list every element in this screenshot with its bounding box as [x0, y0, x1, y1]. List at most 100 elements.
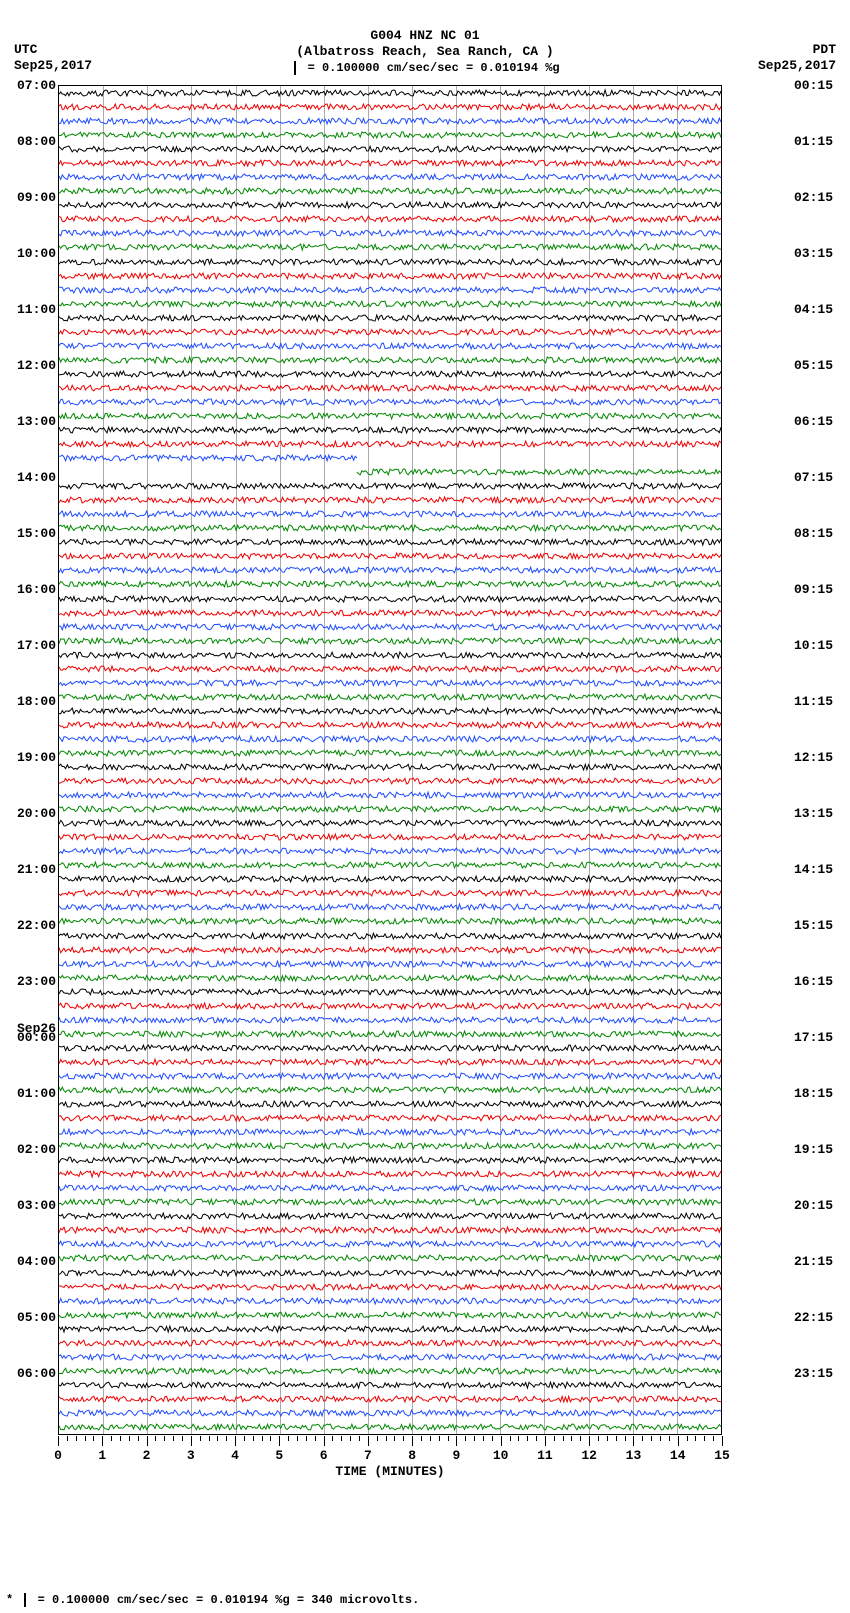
seismic-trace: [59, 549, 721, 563]
left-time-label: 07:00: [0, 78, 58, 93]
x-minor-tick: [244, 1436, 245, 1441]
right-time-label: 06:15: [792, 414, 850, 429]
seismic-trace: [59, 1055, 721, 1069]
x-major-tick: [722, 1436, 723, 1446]
right-time-label: 08:15: [792, 526, 850, 541]
seismic-trace: [59, 1139, 721, 1153]
footer-line: * = 0.100000 cm/sec/sec = 0.010194 %g = …: [0, 1593, 850, 1607]
seismic-trace: [59, 535, 721, 549]
right-time-label: 20:15: [792, 1198, 850, 1213]
x-minor-tick: [341, 1436, 342, 1441]
seismic-trace: [59, 929, 721, 943]
x-minor-tick: [421, 1436, 422, 1441]
right-time-label: 21:15: [792, 1254, 850, 1269]
seismic-trace: [59, 353, 721, 367]
seismic-trace: [59, 1125, 721, 1139]
x-minor-tick: [138, 1436, 139, 1441]
seismic-trace: [59, 1195, 721, 1209]
seismic-trace: [59, 423, 721, 437]
seismic-trace: [59, 732, 721, 746]
seismic-trace: [59, 311, 721, 325]
x-minor-tick: [306, 1436, 307, 1441]
x-axis-ticks: 0123456789101112131415: [58, 1436, 722, 1448]
x-minor-tick: [217, 1436, 218, 1441]
seismic-trace: [59, 802, 721, 816]
x-minor-tick: [695, 1436, 696, 1441]
x-minor-tick: [93, 1436, 94, 1441]
x-minor-tick: [315, 1436, 316, 1441]
x-tick-label: 12: [581, 1448, 597, 1463]
x-minor-tick: [687, 1436, 688, 1441]
x-major-tick: [678, 1436, 679, 1446]
x-major-tick: [147, 1436, 148, 1446]
x-minor-tick: [474, 1436, 475, 1441]
seismic-trace: [59, 1350, 721, 1364]
seismic-trace: [59, 830, 721, 844]
right-time-label: 07:15: [792, 470, 850, 485]
seismic-trace: [59, 521, 721, 535]
x-minor-tick: [111, 1436, 112, 1441]
x-major-tick: [58, 1436, 59, 1446]
x-major-tick: [324, 1436, 325, 1446]
left-tz: UTC: [14, 42, 92, 58]
x-minor-tick: [288, 1436, 289, 1441]
x-major-tick: [279, 1436, 280, 1446]
seismic-trace: [59, 1322, 721, 1336]
seismic-trace: [59, 283, 721, 297]
seismic-trace: [59, 971, 721, 985]
seismic-trace: [59, 255, 721, 269]
x-minor-tick: [448, 1436, 449, 1441]
x-major-tick: [589, 1436, 590, 1446]
seismic-trace: [59, 718, 721, 732]
x-minor-tick: [297, 1436, 298, 1441]
seismic-trace: [59, 212, 721, 226]
seismic-trace: [59, 367, 721, 381]
seismic-trace: [59, 1364, 721, 1378]
left-time-label: 22:00: [0, 918, 58, 933]
seismic-trace: [59, 465, 721, 479]
seismic-trace: [59, 1181, 721, 1195]
x-minor-tick: [76, 1436, 77, 1441]
x-minor-tick: [350, 1436, 351, 1441]
seismic-trace: [59, 844, 721, 858]
scale-bar-icon: [294, 61, 296, 75]
x-tick-label: 14: [670, 1448, 686, 1463]
left-time-label: 20:00: [0, 806, 58, 821]
right-time-label: 05:15: [792, 358, 850, 373]
header-scale-text: = 0.100000 cm/sec/sec = 0.010194 %g: [308, 61, 560, 75]
x-minor-tick: [713, 1436, 714, 1441]
x-tick-label: 4: [231, 1448, 239, 1463]
right-time-label: 15:15: [792, 918, 850, 933]
x-major-tick: [235, 1436, 236, 1446]
seismic-trace: [59, 886, 721, 900]
seismic-trace: [59, 774, 721, 788]
right-time-label: 18:15: [792, 1086, 850, 1101]
x-minor-tick: [571, 1436, 572, 1441]
x-minor-tick: [510, 1436, 511, 1441]
x-tick-label: 15: [714, 1448, 730, 1463]
seismic-trace: [59, 114, 721, 128]
seismic-trace: [59, 704, 721, 718]
left-time-label: 17:00: [0, 638, 58, 653]
left-time-label: 10:00: [0, 246, 58, 261]
seismic-trace: [59, 592, 721, 606]
left-time-label: 03:00: [0, 1198, 58, 1213]
seismic-trace: [59, 662, 721, 676]
left-time-label: 00:00: [0, 1030, 58, 1045]
right-time-label: 03:15: [792, 246, 850, 261]
right-time-label: 12:15: [792, 750, 850, 765]
x-minor-tick: [598, 1436, 599, 1441]
left-date: Sep25,2017: [14, 58, 92, 74]
x-minor-tick: [669, 1436, 670, 1441]
seismic-trace: [59, 1294, 721, 1308]
right-tz: PDT: [758, 42, 836, 58]
seismic-trace: [59, 381, 721, 395]
x-minor-tick: [173, 1436, 174, 1441]
right-tz-block: PDT Sep25,2017: [758, 42, 836, 75]
seismic-trace: [59, 1266, 721, 1280]
left-time-label: 09:00: [0, 190, 58, 205]
x-minor-tick: [518, 1436, 519, 1441]
seismic-trace: [59, 395, 721, 409]
seismic-trace: [59, 1237, 721, 1251]
seismic-trace: [59, 1251, 721, 1265]
